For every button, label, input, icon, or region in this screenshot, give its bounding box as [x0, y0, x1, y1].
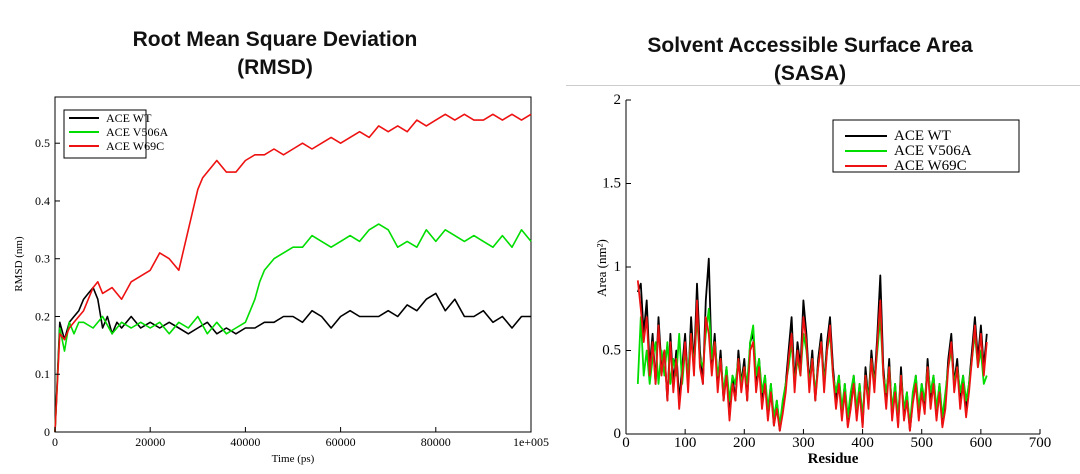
rmsd-series-ace-wt: [54, 286, 531, 433]
sasa-legend-label: ACE WT: [894, 128, 951, 144]
sasa-series-ace-w69c: [636, 280, 988, 432]
rmsd-y-tick-label: 0: [44, 425, 50, 439]
sasa-y-tick-label: 0.5: [602, 343, 621, 359]
rmsd-y-tick-label: 0.2: [35, 309, 50, 323]
sasa-x-axis-label: Residue: [808, 451, 859, 467]
sasa-top-rule: [566, 85, 1080, 86]
sasa-x-tick-label: 400: [851, 435, 874, 451]
rmsd-series-ace-w69c: [54, 113, 532, 433]
sasa-x-tick-label: 300: [792, 435, 815, 451]
rmsd-y-axis-label: RMSD (nm): [13, 236, 25, 292]
rmsd-y-tick-label: 0.1: [35, 367, 50, 381]
sasa-legend-box: [832, 119, 1020, 173]
sasa-y-tick-label: 1: [614, 259, 622, 275]
sasa-x-tick-label: 100: [674, 435, 697, 451]
rmsd-x-tick-label: 1e+005: [513, 435, 549, 449]
sasa-y-tick-label: 0: [614, 426, 622, 442]
rmsd-legend-label: ACE WT: [106, 111, 152, 125]
rmsd-series-ace-v506a: [54, 223, 532, 433]
rmsd-legend-label: ACE W69C: [106, 139, 164, 153]
sasa-y-tick-label: 1.5: [602, 176, 621, 192]
sasa-y-axis-label: Area (nm²): [594, 239, 609, 297]
sasa-x-tick-label: 700: [1029, 435, 1052, 451]
rmsd-legend-label: ACE V506A: [106, 125, 168, 139]
rmsd-y-tick-label: 0.4: [35, 194, 50, 208]
rmsd-chart: 0 20000 40000 60000 80000 1e+005 0 0.1 0.2 0.3 0.4…: [13, 96, 549, 465]
chart-title-rmsd: Root Mean Square Deviation (RMSD): [132, 28, 418, 79]
sasa-x-tick-label: 200: [733, 435, 756, 451]
rmsd-x-tick-label: 60000: [326, 435, 356, 449]
rmsd-x-tick-label: 80000: [421, 435, 451, 449]
sasa-legend-label: ACE V506A: [894, 143, 972, 159]
rmsd-x-tick-label: 20000: [135, 435, 165, 449]
chart-title-sasa: Solvent Accessible Surface Area (SASA): [647, 34, 973, 85]
rmsd-x-axis-label: Time (ps): [272, 453, 315, 465]
sasa-x-tick-label: 0: [622, 435, 630, 451]
rmsd-x-tick-label: 0: [52, 435, 58, 449]
rmsd-y-tick-label: 0.3: [35, 252, 50, 266]
rmsd-x-tick-label: 40000: [230, 435, 260, 449]
sasa-legend-label: ACE W69C: [894, 158, 967, 174]
sasa-y-tick-label: 2: [614, 92, 622, 108]
sasa-x-tick-label: 600: [970, 435, 993, 451]
sasa-x-tick-label: 500: [910, 435, 933, 451]
rmsd-y-tick-label: 0.5: [35, 136, 50, 150]
